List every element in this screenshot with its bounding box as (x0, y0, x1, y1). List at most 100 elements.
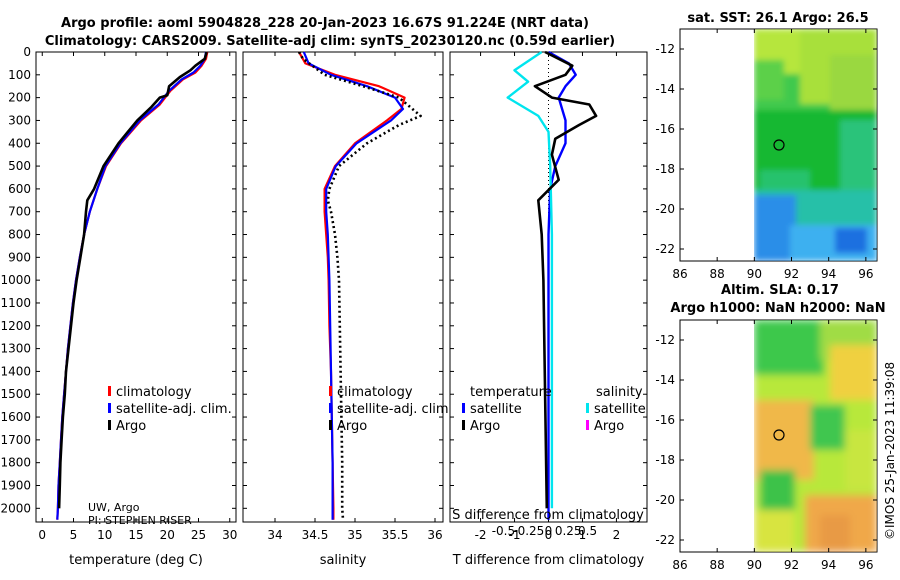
credit-line1: UW, Argo (88, 501, 140, 514)
temp-climatology-legend-swatch (108, 386, 111, 396)
sst-map-heatmap (754, 29, 877, 261)
map-xtick-label: 92 (784, 558, 799, 572)
temperature-xtick: 10 (97, 528, 112, 542)
depth-tick-label: 1800 (0, 456, 31, 470)
map-xtick-label: 92 (784, 267, 799, 281)
map-ytick-label: -18 (655, 453, 675, 467)
temperature-panel: 0 5 10 15 20 25 300100200300400500600700800900… (0, 45, 237, 568)
temp-argo-legend-swatch (108, 420, 111, 430)
temperature-xtick: 5 (70, 528, 78, 542)
diff-sal-satellite-legend-label: satellite (594, 402, 646, 417)
depth-tick-label: 600 (8, 182, 31, 196)
depth-tick-label: 400 (8, 136, 31, 150)
depth-tick-label: 1200 (0, 319, 31, 333)
diff-sal-satellite-legend-swatch (586, 403, 589, 413)
map-ytick-label: -22 (655, 533, 675, 547)
map-xtick-label: 88 (710, 267, 725, 281)
sal-satellite-legend-swatch (329, 403, 332, 413)
salinity-xtick: 35.5 (382, 528, 409, 542)
temperature-xtick: 25 (191, 528, 206, 542)
series-argo (297, 51, 422, 520)
map-ytick-label: -16 (655, 413, 675, 427)
temperature-xtick: 30 (222, 528, 237, 542)
salinity-xlabel: salinity (320, 553, 367, 568)
difference-xtick: 1 (579, 528, 587, 542)
salinity-xtick: 35 (347, 528, 362, 542)
temperature-xtick: 0 (38, 528, 46, 542)
temperature-xlabel: temperature (deg C) (69, 553, 203, 568)
temperature-xtick: 15 (128, 528, 143, 542)
map-ytick-label: -12 (655, 42, 675, 56)
map-xtick-label: 88 (710, 558, 725, 572)
map-xtick-label: 94 (821, 267, 836, 281)
map-ytick-label: -14 (655, 82, 675, 96)
difference-xlabel: T difference from climatology (452, 553, 645, 568)
sal-argo-legend-swatch (329, 420, 332, 430)
salinity-xtick: 36 (427, 528, 442, 542)
map-ytick-label: -20 (655, 202, 675, 216)
depth-tick-label: 1300 (0, 342, 31, 356)
depth-tick-label: 900 (8, 250, 31, 264)
depth-tick-label: 300 (8, 113, 31, 127)
credit-line2: PI: STEPHEN RISER (88, 514, 192, 527)
sal-satellite-legend-label: satellite-adj. clim. (337, 402, 453, 417)
map-xtick-label: 96 (858, 558, 873, 572)
salinity-frame (242, 51, 444, 523)
map-xtick-label: 90 (747, 558, 762, 572)
sal-climatology-legend-label: climatology (337, 385, 413, 400)
map-ytick-label: -18 (655, 162, 675, 176)
depth-tick-label: 1000 (0, 273, 31, 287)
map-ytick-label: -12 (655, 333, 675, 347)
temperature-xtick: 20 (160, 528, 175, 542)
sla-map-title1: Altim. SLA: 0.17 (721, 283, 839, 298)
figure-title-line1: Argo profile: aoml 5904828_228 20-Jan-20… (61, 16, 589, 31)
depth-tick-label: 2000 (0, 501, 31, 515)
difference-xtick: -1 (509, 528, 521, 542)
depth-tick-label: 1600 (0, 410, 31, 424)
sla-map-title2: Argo h1000: NaN h2000: NaN (670, 301, 885, 316)
depth-tick-label: 1700 (0, 433, 31, 447)
difference-xtick: 2 (613, 528, 621, 542)
diff-legend-salinity-title: salinity (596, 385, 643, 400)
map-xtick-label: 96 (858, 267, 873, 281)
sla-argo-marker (773, 429, 785, 441)
depth-tick-label: 100 (8, 68, 31, 82)
salinity-xtick: 34.5 (302, 528, 329, 542)
s-diff-tick: -0.25 (513, 524, 544, 538)
difference-panel: -2 -1 0 1 2 T difference from climatology -0.5… (449, 50, 648, 568)
depth-tick-label: 700 (8, 205, 31, 219)
sst-map-panel: 86 88 90 92 94 96 -12 -14 -16 -18 -20 -22 sat. SST:… (655, 11, 878, 281)
depth-tick-label: 1400 (0, 364, 31, 378)
depth-tick-label: 500 (8, 159, 31, 173)
depth-tick-label: 800 (8, 228, 31, 242)
sal-climatology-legend-swatch (329, 386, 332, 396)
map-xtick-label: 90 (747, 267, 762, 281)
series-salinity-satellite (506, 51, 554, 509)
temp-climatology-legend-label: climatology (116, 385, 192, 400)
s-diff-axis-label: S difference from climatology (452, 508, 644, 523)
diff-temp-argo-legend-label: Argo (470, 419, 500, 434)
diff-sal-argo-legend-swatch (586, 420, 589, 430)
sla-map-heatmap (754, 320, 877, 552)
depth-tick-label: 200 (8, 91, 31, 105)
temp-satellite-legend-label: satellite-adj. clim. (116, 402, 232, 417)
map-xtick-label: 86 (672, 558, 687, 572)
depth-tick-label: 1900 (0, 478, 31, 492)
diff-sal-argo-legend-label: Argo (594, 419, 624, 434)
figure-title-line2: Climatology: CARS2009. Satellite-adj cli… (45, 34, 615, 49)
s-diff-tick: 0.25 (555, 524, 582, 538)
s-diff-tick: 0 (545, 524, 553, 538)
sla-map-panel: 86 88 90 92 94 96 -12 -14 -16 -18 -20 -22 Altim. SL… (655, 283, 885, 572)
sal-argo-legend-label: Argo (337, 419, 367, 434)
map-ytick-label: -22 (655, 242, 675, 256)
map-ytick-label: -14 (655, 373, 675, 387)
imos-stamp: ©IMOS 25-Jan-2023 11:39:08 (883, 362, 897, 540)
temp-satellite-legend-swatch (108, 403, 111, 413)
series-temperature-argo (533, 50, 598, 509)
series-argo (57, 51, 208, 509)
depth-tick-label: 0 (23, 45, 31, 59)
difference-xtick: -2 (475, 528, 487, 542)
map-xtick-label: 94 (821, 558, 836, 572)
s-diff-tick: -0.5 (492, 524, 515, 538)
difference-xtick: 0 (545, 528, 553, 542)
